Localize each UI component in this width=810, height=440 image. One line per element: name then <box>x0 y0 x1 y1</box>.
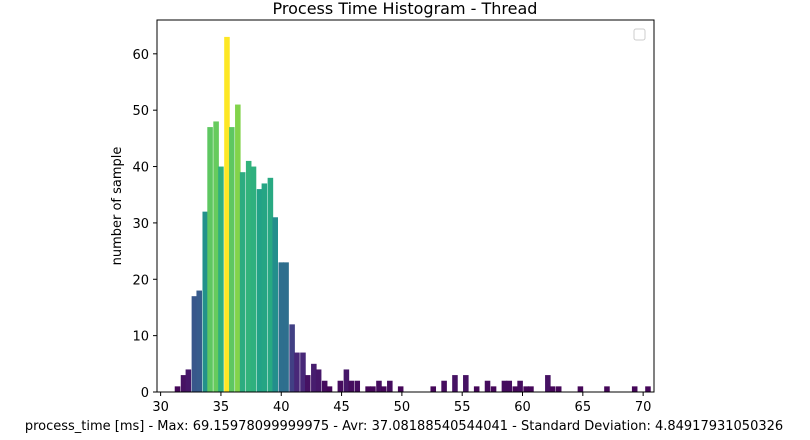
histogram-bar <box>261 183 268 392</box>
histogram-bar <box>326 386 333 392</box>
histogram-bar <box>512 386 519 392</box>
histogram-bar <box>245 160 252 392</box>
histogram-bar <box>207 127 213 392</box>
histogram-bar <box>506 380 513 392</box>
histogram-bar <box>202 211 209 392</box>
legend-box <box>633 28 646 41</box>
x-tick-label: 55 <box>454 400 471 415</box>
histogram-bar <box>196 290 202 392</box>
histogram-bar <box>239 172 246 392</box>
histogram-bar <box>631 386 638 392</box>
y-tick-label: 60 <box>132 48 149 63</box>
histogram-bar <box>305 375 311 392</box>
y-tick-label: 20 <box>132 273 149 288</box>
y-tick-label: 40 <box>132 161 149 176</box>
histogram-bar <box>174 386 181 392</box>
histogram-bar <box>365 386 371 392</box>
histogram-bar <box>321 380 328 392</box>
histogram-bar <box>311 363 317 392</box>
histogram-bar <box>256 189 263 392</box>
y-tick-label: 10 <box>132 330 149 345</box>
histogram-bar <box>272 217 278 392</box>
histogram-bar <box>278 262 285 392</box>
histogram-bar <box>250 166 257 392</box>
histogram-bar <box>354 380 361 392</box>
histogram-bar <box>397 386 404 392</box>
histogram-bar <box>517 380 523 392</box>
x-axis-label: process_time [ms] - Max: 69.159780999999… <box>25 419 783 434</box>
histogram-bar <box>484 380 491 392</box>
x-tick-label: 30 <box>152 400 169 415</box>
histogram-bar <box>645 386 651 392</box>
histogram-bar <box>185 369 192 392</box>
histogram-bar <box>224 36 230 392</box>
histogram-bar <box>501 380 508 392</box>
histogram-bar <box>490 386 497 392</box>
histogram-bar <box>528 386 534 392</box>
histogram-bar <box>191 296 198 392</box>
histogram-bar <box>300 352 306 392</box>
histogram-bar <box>315 369 322 392</box>
histogram-bar <box>343 369 350 392</box>
histogram-bar <box>294 352 300 392</box>
y-axis-label: number of sample <box>110 147 125 266</box>
x-tick-label: 45 <box>333 400 350 415</box>
histogram-bar <box>555 386 562 392</box>
histogram-bar <box>430 386 437 392</box>
histogram-bar <box>473 386 480 392</box>
histogram-bar <box>213 121 219 392</box>
histogram-bar <box>180 375 187 392</box>
x-tick-label: 65 <box>575 400 592 415</box>
histogram-bar <box>523 386 529 392</box>
histogram-bar <box>545 375 551 392</box>
histogram-bar <box>376 380 382 392</box>
y-axis: 0 10 20 30 40 50 60 <box>132 48 157 401</box>
x-tick-label: 35 <box>213 400 230 415</box>
histogram-bar <box>463 375 469 392</box>
x-axis: 30 35 40 45 50 55 60 65 70 <box>152 392 651 415</box>
plot-frame <box>156 19 655 393</box>
histogram-bar <box>387 380 393 392</box>
x-tick-label: 70 <box>635 400 652 415</box>
histogram-bar <box>283 262 289 392</box>
histogram-bar <box>229 127 235 392</box>
y-tick-label: 0 <box>141 386 149 401</box>
y-tick-label: 30 <box>132 217 149 232</box>
histogram-bar <box>549 386 556 392</box>
x-tick-label: 40 <box>273 400 290 415</box>
histogram-bar <box>348 380 354 392</box>
histogram-bar <box>218 166 224 392</box>
histogram-bar <box>289 324 295 392</box>
histogram-bar <box>370 386 376 392</box>
histogram-bar <box>441 380 447 392</box>
x-tick-label: 60 <box>514 400 531 415</box>
histogram-bar <box>235 104 241 393</box>
histogram-bar <box>381 386 387 392</box>
histogram-bar <box>604 386 610 392</box>
histogram-bar <box>452 375 458 392</box>
histogram-bar <box>267 177 274 392</box>
histogram-bar <box>577 386 584 392</box>
histogram-bar <box>337 380 344 392</box>
bars-group <box>174 36 651 393</box>
x-tick-label: 50 <box>394 400 411 415</box>
y-tick-label: 50 <box>132 104 149 119</box>
chart-title: Process Time Histogram - Thread <box>273 0 538 18</box>
